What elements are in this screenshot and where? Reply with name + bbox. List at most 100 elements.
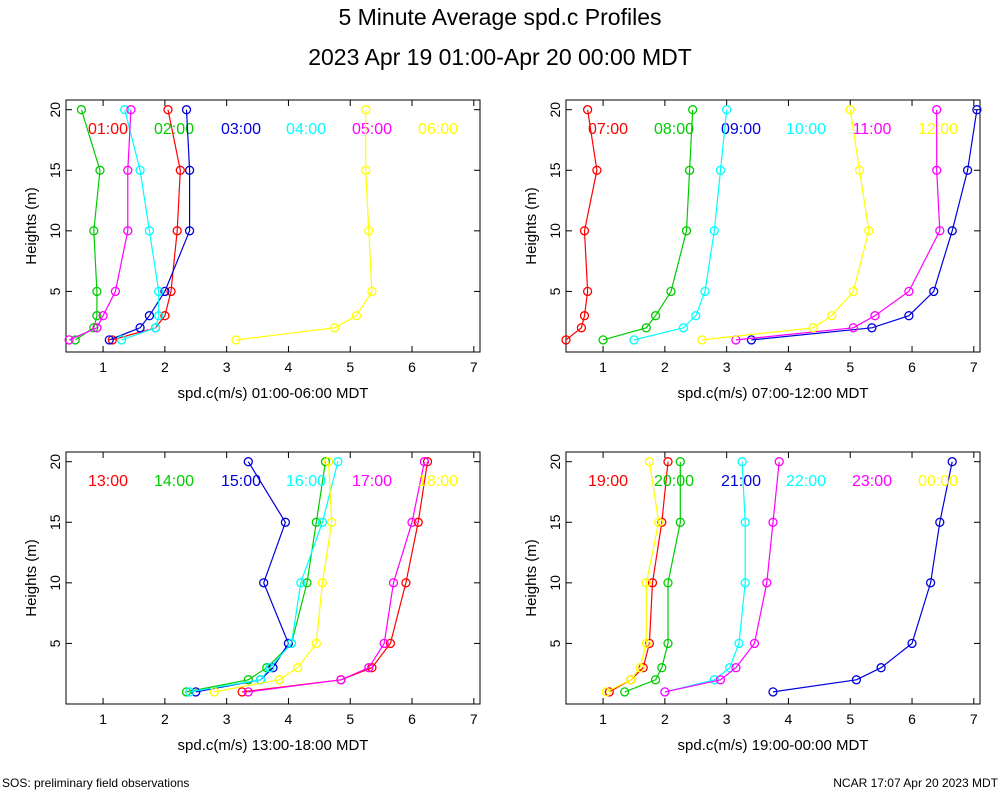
- data-point: [401, 578, 411, 588]
- data-point: [598, 335, 608, 345]
- data-point: [364, 663, 374, 673]
- data-point: [104, 335, 114, 345]
- data-point: [163, 105, 173, 115]
- y-tick-label: 5: [547, 287, 563, 295]
- data-point: [808, 323, 818, 333]
- data-point: [932, 105, 942, 115]
- data-point: [845, 105, 855, 115]
- legend-label: 09:00: [721, 121, 761, 138]
- y-axis-label: Heights (m): [523, 539, 540, 617]
- legend-label: 07:00: [588, 121, 628, 138]
- x-tick-label: 7: [470, 359, 478, 375]
- series-line: [189, 461, 339, 693]
- data-point: [333, 457, 343, 467]
- x-tick-label: 4: [785, 359, 793, 375]
- legend-label: 20:00: [654, 473, 694, 490]
- data-point: [160, 311, 170, 321]
- x-tick-label: 3: [723, 359, 731, 375]
- data-point: [731, 663, 741, 673]
- data-point: [650, 675, 661, 685]
- data-point: [592, 165, 602, 175]
- data-point: [330, 323, 340, 333]
- data-point: [864, 226, 874, 236]
- data-point: [110, 286, 121, 297]
- data-point: [76, 105, 87, 115]
- data-point: [181, 105, 192, 115]
- data-point: [231, 335, 241, 345]
- data-point: [413, 517, 423, 527]
- series-line: [195, 461, 290, 693]
- data-point: [364, 226, 374, 236]
- data-point: [972, 105, 982, 115]
- plot-frame: [65, 99, 481, 353]
- data-point: [740, 578, 750, 588]
- data-point: [388, 578, 399, 588]
- data-point: [774, 457, 784, 467]
- series-line: [664, 461, 780, 693]
- x-tick-label: 3: [223, 359, 231, 375]
- y-tick-label: 10: [47, 575, 63, 591]
- legend-label: 00:00: [918, 473, 958, 490]
- plot-frame: [565, 99, 981, 353]
- data-point: [635, 663, 645, 673]
- x-tick-label: 3: [223, 711, 231, 727]
- x-tick-label: 7: [970, 711, 978, 727]
- data-point: [150, 323, 161, 333]
- data-point: [691, 311, 701, 321]
- data-point: [876, 663, 886, 673]
- data-point: [827, 311, 837, 321]
- data-point: [407, 517, 417, 527]
- x-tick-label: 4: [285, 359, 293, 375]
- data-point: [663, 638, 673, 649]
- data-point: [644, 457, 655, 467]
- data-point: [317, 578, 328, 588]
- legend-label: 05:00: [352, 121, 392, 138]
- legend-label: 08:00: [654, 121, 694, 138]
- data-point: [166, 286, 176, 297]
- series-line: [248, 461, 425, 693]
- data-point: [715, 675, 726, 685]
- data-point: [361, 105, 371, 115]
- data-point: [626, 675, 636, 685]
- x-tick-label: 2: [661, 711, 669, 727]
- data-point: [663, 457, 673, 467]
- data-point: [184, 226, 195, 236]
- data-point: [650, 311, 661, 321]
- data-point: [92, 311, 102, 321]
- data-point: [904, 311, 914, 321]
- legend-label: 18:00: [418, 473, 458, 490]
- data-point: [576, 323, 587, 333]
- data-point: [237, 687, 247, 697]
- data-point: [582, 286, 593, 297]
- data-point: [419, 457, 430, 467]
- x-axis-label: spd.c(m/s) 07:00-12:00 MDT: [678, 385, 869, 402]
- series-line: [121, 109, 160, 341]
- data-point: [762, 578, 772, 588]
- data-point: [243, 687, 253, 697]
- data-point: [904, 286, 914, 297]
- data-point: [280, 517, 291, 527]
- data-point: [641, 638, 651, 649]
- data-point: [98, 311, 108, 321]
- data-point: [657, 517, 667, 527]
- data-point: [848, 286, 858, 297]
- data-point: [379, 638, 389, 649]
- series-line: [565, 109, 598, 341]
- data-point: [184, 165, 195, 175]
- data-point: [123, 226, 133, 236]
- series-line: [751, 109, 978, 341]
- data-point: [107, 335, 117, 345]
- data-point: [92, 323, 102, 333]
- data-point: [336, 675, 346, 685]
- data-point: [311, 638, 321, 649]
- data-point: [678, 323, 689, 333]
- data-point: [320, 457, 331, 467]
- series-line: [664, 461, 746, 693]
- plot-frame: [565, 451, 981, 705]
- x-axis-label: spd.c(m/s) 19:00-00:00 MDT: [678, 737, 869, 754]
- data-point: [684, 165, 695, 175]
- data-point: [660, 687, 670, 697]
- y-tick-label: 10: [547, 575, 563, 591]
- data-point: [317, 517, 328, 527]
